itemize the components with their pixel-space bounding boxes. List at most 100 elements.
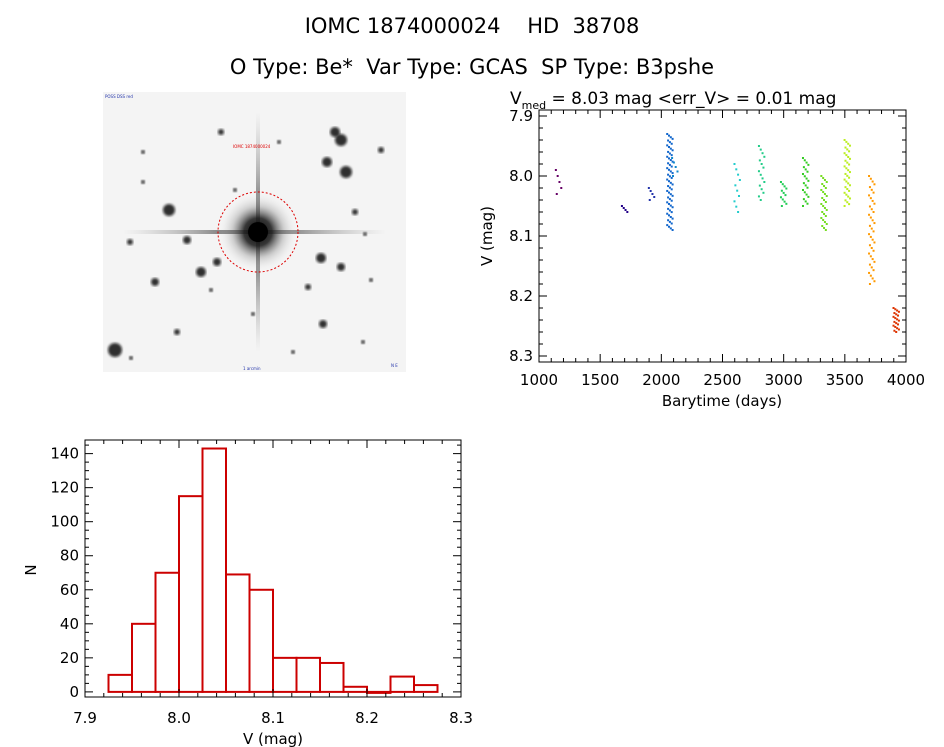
lc-data-point <box>845 180 848 183</box>
lc-data-point <box>846 148 849 151</box>
hist-y-tick-label: 40 <box>60 615 79 633</box>
aperture-circle <box>217 191 299 273</box>
iomc-id: IOMC 1874000024 <box>304 14 501 38</box>
lc-x-tick-label: 3500 <box>826 371 864 389</box>
background-star <box>352 209 358 215</box>
lc-data-point <box>667 214 670 217</box>
lc-data-point <box>667 139 670 142</box>
lc-data-point <box>666 178 669 181</box>
lc-data-point <box>894 325 897 328</box>
lc-data-point <box>737 173 740 176</box>
lc-data-point <box>844 199 847 202</box>
lc-data-point <box>647 187 650 189</box>
lc-data-point <box>801 173 804 175</box>
lc-data-point <box>868 213 871 216</box>
lc-data-point <box>620 205 623 207</box>
lc-data-point <box>671 149 674 152</box>
lc-data-point <box>805 177 808 180</box>
lc-data-point <box>805 161 808 164</box>
lc-data-point <box>873 280 876 283</box>
lc-data-point <box>823 207 826 209</box>
lc-y-tick-label: 8.3 <box>509 347 533 365</box>
sky-label-scale: 1 arcmin <box>243 366 261 371</box>
lc-x-tick-label: 2000 <box>642 371 680 389</box>
lc-data-point <box>667 191 670 194</box>
lc-data-point <box>733 163 736 165</box>
lc-data-point <box>892 307 895 309</box>
background-star <box>141 180 145 184</box>
lc-data-point <box>871 219 874 222</box>
hist-bar <box>107 673 133 693</box>
background-star <box>361 340 365 344</box>
lc-data-point <box>895 313 898 316</box>
lc-data-point <box>667 157 670 160</box>
lc-data-point <box>668 220 671 223</box>
lc-data-point <box>868 205 871 208</box>
lc-data-point <box>844 146 847 149</box>
hist-x-tick-label: 8.0 <box>167 709 191 727</box>
lc-data-point <box>666 189 669 192</box>
lc-data-point <box>848 197 851 200</box>
lc-data-point <box>761 177 764 180</box>
lc-data-point <box>758 184 761 187</box>
lc-data-point <box>804 200 807 203</box>
lc-data-point <box>669 170 672 173</box>
lc-data-point <box>779 196 782 199</box>
lc-data-point <box>759 173 762 176</box>
background-star <box>319 320 327 328</box>
background-star <box>330 127 340 137</box>
lc-data-point <box>847 182 850 185</box>
lc-data-point <box>822 219 825 221</box>
lc-data-point <box>872 211 875 213</box>
lc-data-point <box>555 193 558 195</box>
lc-y-tick-label: 7.9 <box>509 107 533 125</box>
lc-data-point <box>802 182 805 185</box>
sky-label-orientation: N E <box>391 363 398 368</box>
lc-data-point <box>820 189 823 191</box>
lc-data-point <box>671 183 674 186</box>
lc-data-point <box>869 197 872 200</box>
lc-data-point <box>783 200 786 203</box>
lc-data-point <box>676 170 679 173</box>
lc-data-point <box>666 144 669 147</box>
lc-data-point <box>843 205 846 207</box>
lc-data-point <box>845 167 848 170</box>
lc-data-point <box>757 195 760 198</box>
hist-y-tick-label: 80 <box>60 547 79 565</box>
lc-data-point <box>669 136 672 139</box>
lc-data-point <box>804 184 807 187</box>
hist-x-label: V (mag) <box>243 730 303 747</box>
hist-bar <box>319 661 345 693</box>
lc-data-point <box>667 150 670 153</box>
background-star <box>108 343 122 357</box>
lc-data-point <box>871 238 874 241</box>
lc-data-point <box>844 186 847 189</box>
lc-data-point <box>671 172 674 175</box>
lc-data-point <box>845 140 848 143</box>
lc-data-point <box>843 178 846 181</box>
hist-bar <box>272 656 298 693</box>
lc-data-point <box>873 202 876 205</box>
lc-data-point <box>801 205 804 207</box>
lc-data-point <box>779 181 782 183</box>
lc-data-point <box>668 163 671 166</box>
lc-data-point <box>735 168 738 171</box>
histogram-chart: 7.9 8.0 8.1 8.2 8.3 0 20 40 60 80 100 120 140 V (mag… <box>22 439 473 747</box>
sky-image: POSS DSS red IOMC 1874000024 1 arcmin N … <box>103 92 406 372</box>
hist-y-tick-label: 120 <box>50 479 79 497</box>
lc-data-point <box>807 195 810 198</box>
lc-data-point <box>843 152 846 155</box>
background-star <box>277 140 281 144</box>
lc-data-point <box>868 175 871 177</box>
hist-bar <box>366 690 392 694</box>
lc-data-point <box>667 219 670 222</box>
lc-ticks: 1000 1500 2000 2500 3000 3500 4000 7.9 8.0 8.1 8.2… <box>509 107 925 389</box>
lc-data-point <box>823 193 826 195</box>
background-star <box>369 278 373 282</box>
lc-data-point <box>807 163 810 166</box>
lc-data-point <box>870 266 873 269</box>
lc-data-point <box>806 186 809 189</box>
lc-data-point <box>868 252 871 255</box>
lc-data-point <box>848 184 851 187</box>
lc-data-point <box>804 168 807 171</box>
